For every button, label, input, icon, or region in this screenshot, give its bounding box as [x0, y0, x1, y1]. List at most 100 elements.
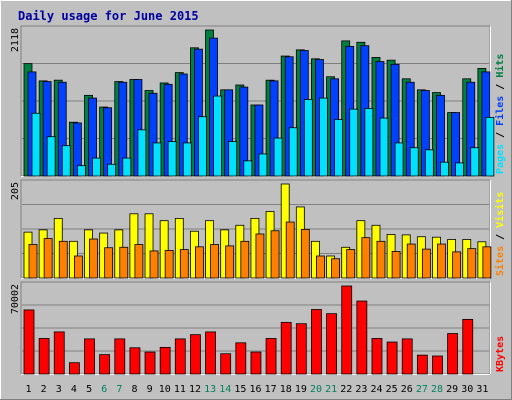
bar-kbytes-day-12 — [190, 334, 201, 375]
bar-pages-day-16 — [258, 153, 268, 177]
bar-visits-day-10 — [159, 220, 169, 279]
bar-kbytes-day-28 — [432, 355, 443, 375]
bar-pages-day-14 — [228, 141, 238, 177]
bar-sites-day-28 — [437, 243, 446, 279]
legend-entry: Hits — [494, 54, 506, 78]
bar-pages-day-10 — [167, 141, 177, 177]
bar-sites-day-10 — [164, 250, 174, 279]
bar-kbytes-day-18 — [280, 321, 292, 375]
bar-sites-day-9 — [149, 250, 159, 279]
bar-pages-day-18 — [288, 127, 298, 177]
bar-kbytes-day-23 — [356, 300, 368, 375]
bar-pages-day-13 — [213, 95, 222, 177]
bar-pages-day-11 — [182, 142, 192, 177]
x-tick-label: 10 — [159, 384, 171, 395]
bar-kbytes-day-11 — [174, 338, 186, 375]
bar-pages-day-28 — [440, 161, 449, 177]
bar-kbytes-day-10 — [159, 346, 171, 375]
bar-sites-day-14 — [225, 245, 235, 279]
bar-sites-day-6 — [104, 247, 114, 279]
bar-visits-day-9 — [144, 213, 154, 279]
x-tick-label: 31 — [476, 384, 488, 395]
bar-kbytes-day-20 — [311, 309, 322, 375]
bar-visits-day-11 — [174, 217, 184, 279]
bar-sites-day-17 — [270, 230, 280, 279]
bar-sites-day-23 — [361, 237, 371, 279]
bar-sites-day-24 — [376, 240, 386, 279]
x-tick-label: 8 — [131, 384, 137, 395]
bar-pages-day-6 — [107, 163, 117, 177]
bar-sites-day-5 — [89, 238, 98, 279]
bar-kbytes-day-25 — [386, 341, 398, 375]
bar-pages-day-15 — [243, 160, 253, 177]
bar-pages-day-22 — [349, 108, 359, 177]
bar-sites-day-29 — [452, 251, 462, 279]
x-tick-label: 9 — [147, 384, 153, 395]
bar-pages-day-21 — [334, 119, 343, 177]
y-max-label: 70002 — [10, 284, 21, 314]
legend-entry: Sites — [494, 246, 506, 276]
bar-sites-day-20 — [316, 255, 325, 279]
x-tick-label: 28 — [431, 384, 443, 395]
x-tick-label: 22 — [340, 384, 352, 395]
legend-entry: Pages — [495, 144, 506, 174]
bar-kbytes-day-13 — [205, 331, 216, 375]
bar-kbytes-day-3 — [53, 331, 65, 375]
bar-pages-day-5 — [92, 157, 101, 177]
bar-kbytes-day-1 — [23, 309, 35, 375]
x-tick-label: 23 — [355, 384, 367, 395]
bar-pages-day-24 — [379, 117, 389, 177]
bar-kbytes-day-14 — [220, 353, 232, 375]
x-tick-label: 21 — [325, 384, 337, 395]
x-tick-label: 19 — [295, 384, 307, 395]
bar-pages-day-26 — [409, 147, 419, 177]
legend-visits-sites: Sites / Visits — [494, 192, 506, 276]
bar-pages-day-31 — [485, 117, 495, 177]
x-tick-label: 26 — [401, 384, 413, 395]
x-tick-label: 17 — [265, 384, 277, 395]
bar-sites-day-1 — [28, 244, 38, 279]
x-tick-label: 1 — [26, 384, 32, 395]
x-tick-label: 27 — [416, 384, 428, 395]
legend-entry: Files — [494, 96, 506, 126]
x-tick-label: 14 — [219, 384, 231, 395]
bar-sites-day-13 — [210, 244, 219, 279]
x-tick-label: 29 — [446, 384, 458, 395]
x-tick-label: 2 — [41, 384, 47, 395]
x-tick-label: 24 — [371, 384, 383, 395]
bar-pages-day-20 — [319, 97, 328, 177]
bar-kbytes-day-19 — [295, 323, 307, 375]
bar-pages-day-29 — [455, 162, 465, 177]
bar-sites-day-25 — [391, 251, 401, 279]
bar-sites-day-3 — [58, 240, 68, 279]
bar-sites-day-22 — [346, 249, 356, 279]
bar-pages-day-9 — [152, 142, 162, 177]
bar-sites-day-26 — [406, 243, 416, 279]
bar-kbytes-day-9 — [144, 351, 156, 375]
bar-pages-day-8 — [137, 129, 147, 177]
bar-sites-day-7 — [119, 246, 129, 279]
legend-hits-files-pages: Pages / Files / Hits — [494, 54, 506, 174]
bar-pages-day-4 — [76, 165, 86, 177]
bar-sites-day-31 — [482, 246, 492, 279]
bar-pages-day-23 — [364, 108, 374, 177]
legend-entry: Visits — [494, 192, 506, 228]
bar-kbytes-day-7 — [114, 338, 126, 375]
bar-sites-day-30 — [467, 248, 477, 279]
bar-kbytes-day-26 — [401, 338, 413, 375]
bar-pages-day-2 — [46, 136, 56, 177]
bar-sites-day-4 — [73, 255, 83, 279]
bar-sites-day-11 — [179, 249, 189, 279]
bar-kbytes-day-30 — [462, 318, 474, 375]
bar-sites-day-19 — [300, 228, 310, 279]
bar-kbytes-day-4 — [68, 362, 80, 375]
bar-kbytes-day-6 — [99, 354, 111, 375]
bar-kbytes-day-24 — [371, 338, 383, 375]
bar-pages-day-27 — [424, 149, 434, 177]
bar-sites-day-27 — [421, 248, 431, 279]
x-tick-label: 7 — [116, 384, 122, 395]
bar-pages-day-12 — [198, 116, 207, 177]
bar-kbytes-day-27 — [416, 354, 428, 375]
x-tick-label: 30 — [461, 384, 473, 395]
bar-kbytes-day-15 — [235, 342, 247, 375]
